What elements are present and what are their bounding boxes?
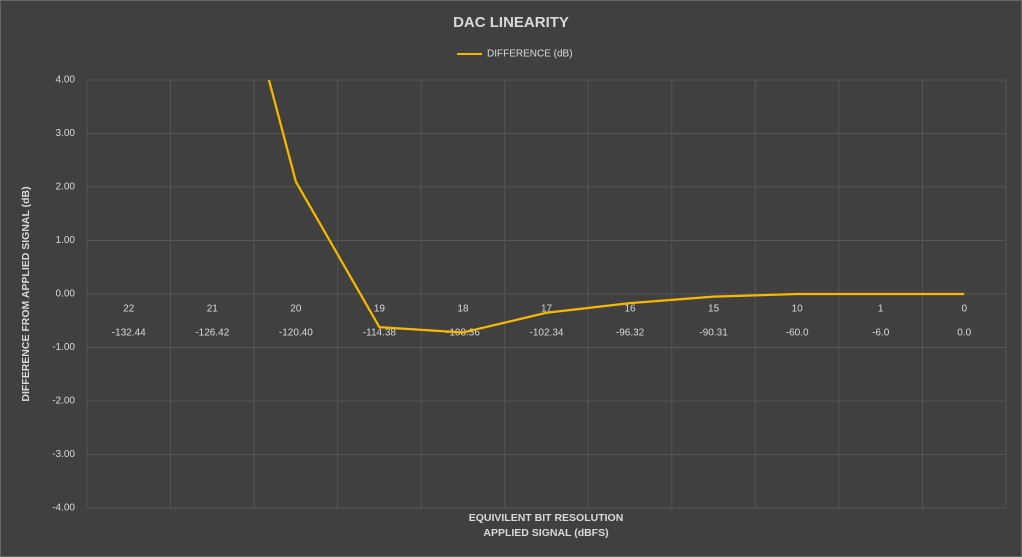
- y-axis-title: DIFFERENCE FROM APPLIED SIGNAL (dB): [20, 186, 32, 401]
- x-tick-label: -102.34: [530, 328, 564, 339]
- data-line: [267, 80, 965, 334]
- y-tick-label: -3.00: [52, 449, 75, 460]
- x-tick-label: 18: [457, 304, 469, 315]
- x-tick-label: 10: [792, 304, 804, 315]
- plot-clip: [267, 80, 965, 334]
- x-tick-label: -90.31: [699, 328, 728, 339]
- y-tick-label: -4.00: [52, 503, 75, 514]
- x-tick-label: 0.0: [957, 328, 971, 339]
- x-tick-label: -132.44: [112, 328, 146, 339]
- x-tick-label: 15: [708, 304, 720, 315]
- x-tick-label: 1: [878, 304, 884, 315]
- x-tick-label: 0: [961, 304, 967, 315]
- x-tick-label: -6.0: [872, 328, 890, 339]
- x-tick-label: 21: [207, 304, 219, 315]
- x-tick-label: -60.0: [786, 328, 809, 339]
- x-axis-title: EQUIVILENT BIT RESOLUTION: [469, 512, 624, 524]
- y-tick-label: 4.00: [56, 75, 76, 86]
- legend-label: DIFFERENCE (dB): [487, 49, 573, 60]
- y-tick-label: 3.00: [56, 128, 76, 139]
- x-tick-label: 20: [290, 304, 302, 315]
- x-tick-label: 22: [123, 304, 135, 315]
- chart-title: DAC LINEARITY: [453, 14, 569, 31]
- x-tick-label: -120.40: [279, 328, 313, 339]
- y-tick-label: -2.00: [52, 396, 75, 407]
- x-tick-label: 19: [374, 304, 386, 315]
- y-tick-label: -1.00: [52, 342, 75, 353]
- x-tick-label: -114.38: [363, 328, 397, 339]
- x-tick-label: 16: [624, 304, 636, 315]
- y-tick-label: 2.00: [56, 182, 76, 193]
- y-tick-label: 1.00: [56, 235, 76, 246]
- x-tick-label: -96.32: [616, 328, 645, 339]
- x-axis-title: APPLIED SIGNAL (dBFS): [483, 527, 608, 539]
- x-tick-label: -126.42: [195, 328, 229, 339]
- y-tick-label: 0.00: [56, 289, 76, 300]
- x-tick-label: 17: [541, 304, 553, 315]
